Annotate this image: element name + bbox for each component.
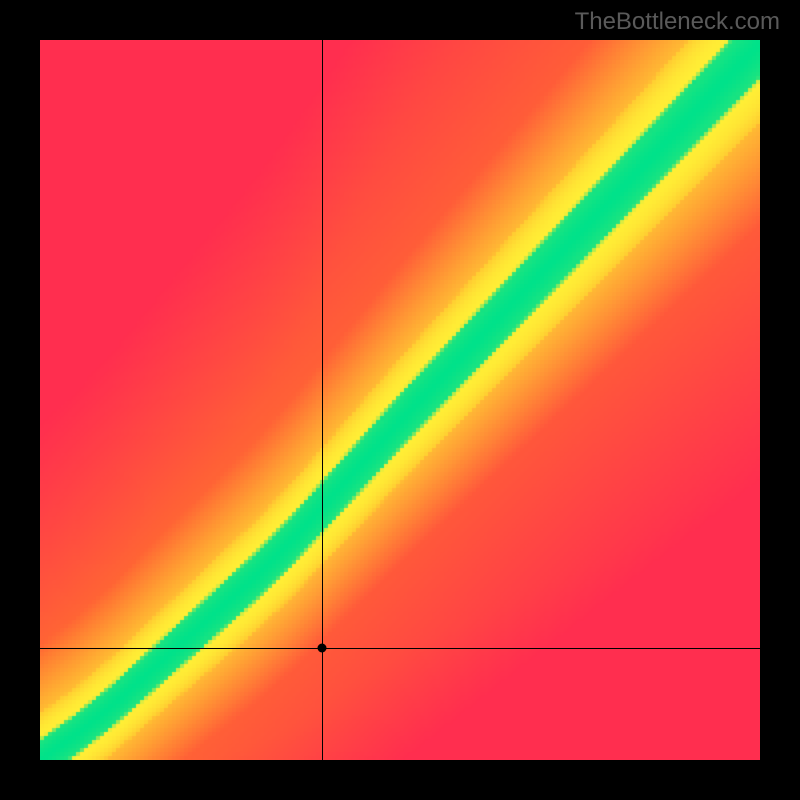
heatmap-plot	[40, 40, 760, 760]
crosshair-marker	[318, 644, 327, 653]
heatmap-canvas	[40, 40, 760, 760]
watermark-text: TheBottleneck.com	[575, 8, 780, 36]
crosshair-horizontal	[40, 648, 760, 649]
